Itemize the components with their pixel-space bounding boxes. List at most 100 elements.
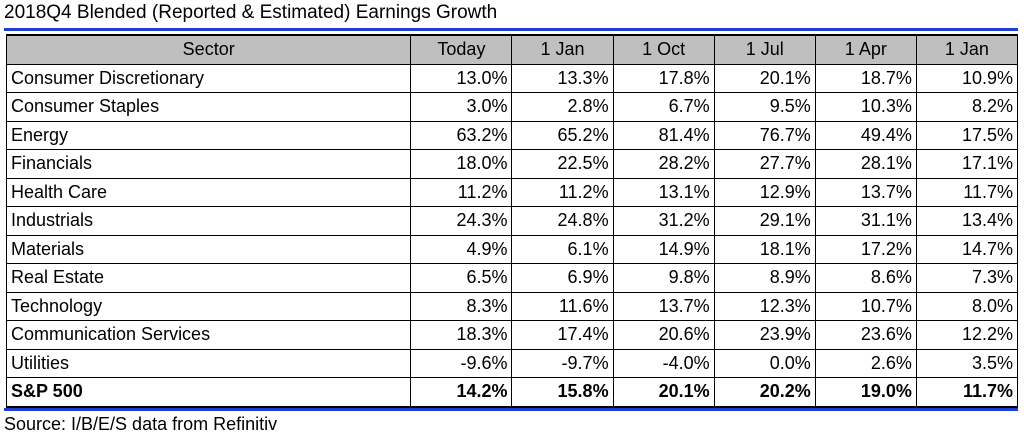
growth-value: 18.3% (410, 320, 513, 350)
column-header-1-oct: 1 Oct (612, 34, 715, 65)
growth-value: 81.4% (612, 120, 715, 150)
table-row: Technology 8.3% 11.6% 13.7% 12.3% 10.7% 8.0% (5, 291, 1019, 321)
growth-value: 6.1% (511, 234, 614, 264)
growth-value: 13.7% (814, 177, 917, 207)
sector-name: Consumer Staples (5, 92, 412, 122)
sector-name: Financials (5, 149, 412, 179)
growth-value: -9.7% (511, 348, 614, 378)
top-divider (4, 28, 1018, 31)
sector-name: Health Care (5, 177, 412, 207)
bottom-divider (4, 408, 1018, 411)
table-row: Financials 18.0% 22.5% 28.2% 27.7% 28.1% 17.1% (5, 149, 1019, 179)
growth-value: 15.8% (511, 377, 614, 408)
sector-name: Industrials (5, 206, 412, 236)
sector-name: Consumer Discretionary (5, 63, 412, 93)
growth-value: 8.0% (915, 291, 1019, 321)
table-row: Communication Services 18.3% 17.4% 20.6% 23.… (5, 320, 1019, 350)
growth-value: 14.9% (612, 234, 715, 264)
table-row: Health Care 11.2% 11.2% 13.1% 12.9% 13.7% 11.7… (5, 177, 1019, 207)
column-header-1-apr: 1 Apr (814, 34, 917, 65)
growth-value: 76.7% (713, 120, 816, 150)
growth-value: 11.2% (410, 177, 513, 207)
growth-value: 18.1% (713, 234, 816, 264)
sector-name: Real Estate (5, 263, 412, 293)
growth-value: 3.5% (915, 348, 1019, 378)
growth-value: 6.5% (410, 263, 513, 293)
growth-value: 17.4% (511, 320, 614, 350)
growth-value: 23.9% (713, 320, 816, 350)
sector-name: S&P 500 (5, 377, 412, 408)
growth-value: 13.3% (511, 63, 614, 93)
table-title: 2018Q4 Blended (Reported & Estimated) Ea… (4, 2, 498, 23)
growth-value: 28.2% (612, 149, 715, 179)
growth-value: 13.4% (915, 206, 1019, 236)
growth-value: 13.7% (612, 291, 715, 321)
growth-value: 20.6% (612, 320, 715, 350)
growth-value: 17.8% (612, 63, 715, 93)
sector-name: Materials (5, 234, 412, 264)
growth-value: 10.7% (814, 291, 917, 321)
growth-value: 20.2% (713, 377, 816, 408)
table-row: Energy 63.2% 65.2% 81.4% 76.7% 49.4% 17.5% (5, 120, 1019, 150)
earnings-growth-table: Sector Today 1 Jan 1 Oct 1 Jul 1 Apr 1 J… (5, 34, 1019, 408)
growth-value: 6.7% (612, 92, 715, 122)
growth-value: 10.3% (814, 92, 917, 122)
growth-value: 12.2% (915, 320, 1019, 350)
growth-value: -4.0% (612, 348, 715, 378)
growth-value: 17.2% (814, 234, 917, 264)
growth-value: 11.7% (915, 377, 1019, 408)
growth-value: 14.7% (915, 234, 1019, 264)
growth-value: 18.0% (410, 149, 513, 179)
growth-value: 2.8% (511, 92, 614, 122)
growth-value: 8.9% (713, 263, 816, 293)
growth-value: 8.2% (915, 92, 1019, 122)
growth-value: 31.1% (814, 206, 917, 236)
sector-name: Energy (5, 120, 412, 150)
growth-value: 11.7% (915, 177, 1019, 207)
growth-value: 11.2% (511, 177, 614, 207)
growth-value: 23.6% (814, 320, 917, 350)
growth-value: 63.2% (410, 120, 513, 150)
growth-value: 7.3% (915, 263, 1019, 293)
table-body: Consumer Discretionary 13.0% 13.3% 17.8% 20.… (5, 63, 1019, 408)
column-header-1-jan-prior: 1 Jan (915, 34, 1019, 65)
total-row: S&P 500 14.2% 15.8% 20.1% 20.2% 19.0% 11.7% (5, 377, 1019, 408)
sector-name: Utilities (5, 348, 412, 378)
column-header-sector: Sector (5, 34, 412, 65)
growth-value: 20.1% (713, 63, 816, 93)
growth-value: 6.9% (511, 263, 614, 293)
growth-value: 13.1% (612, 177, 715, 207)
column-header-1-jul: 1 Jul (713, 34, 816, 65)
growth-value: 24.8% (511, 206, 614, 236)
column-header-1-jan: 1 Jan (511, 34, 614, 65)
growth-value: 4.9% (410, 234, 513, 264)
growth-value: 3.0% (410, 92, 513, 122)
growth-value: 14.2% (410, 377, 513, 408)
growth-value: 12.9% (713, 177, 816, 207)
growth-value: 13.0% (410, 63, 513, 93)
growth-value: 24.3% (410, 206, 513, 236)
growth-value: 17.1% (915, 149, 1019, 179)
growth-value: 8.3% (410, 291, 513, 321)
sector-name: Technology (5, 291, 412, 321)
column-header-today: Today (410, 34, 513, 65)
growth-value: 17.5% (915, 120, 1019, 150)
table-row: Materials 4.9% 6.1% 14.9% 18.1% 17.2% 14.7% (5, 234, 1019, 264)
growth-value: 11.6% (511, 291, 614, 321)
growth-value: 9.8% (612, 263, 715, 293)
growth-value: 19.0% (814, 377, 917, 408)
growth-value: 10.9% (915, 63, 1019, 93)
growth-value: 65.2% (511, 120, 614, 150)
growth-value: 22.5% (511, 149, 614, 179)
growth-value: 9.5% (713, 92, 816, 122)
growth-value: 8.6% (814, 263, 917, 293)
growth-value: 29.1% (713, 206, 816, 236)
table-row: Utilities -9.6% -9.7% -4.0% 0.0% 2.6% 3.5% (5, 348, 1019, 378)
growth-value: -9.6% (410, 348, 513, 378)
growth-value: 49.4% (814, 120, 917, 150)
growth-value: 31.2% (612, 206, 715, 236)
table-row: Industrials 24.3% 24.8% 31.2% 29.1% 31.1% 13.4… (5, 206, 1019, 236)
source-note: Source: I/B/E/S data from Refinitiv (4, 414, 278, 434)
growth-value: 28.1% (814, 149, 917, 179)
sector-name: Communication Services (5, 320, 412, 350)
